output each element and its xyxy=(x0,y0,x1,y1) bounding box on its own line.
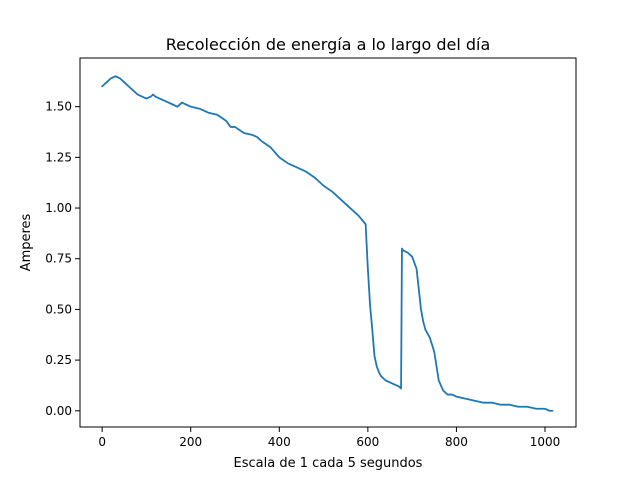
y-tick-label: 0.25 xyxy=(45,353,72,367)
axes-frame xyxy=(79,57,577,428)
x-tick-label: 800 xyxy=(445,435,468,449)
x-tick-label: 0 xyxy=(98,435,106,449)
y-tick-label: 0.50 xyxy=(45,302,72,316)
y-axis: 0.00 0.25 0.50 0.75 1.00 1.25 1.50 xyxy=(45,100,80,418)
y-tick-label: 0.75 xyxy=(45,252,72,266)
y-tick-label: 0.00 xyxy=(45,404,72,418)
plot-area xyxy=(101,75,554,412)
x-axis: 0 200 400 600 800 1000 xyxy=(98,427,560,449)
x-tick-label: 600 xyxy=(356,435,379,449)
x-tick-label: 1000 xyxy=(530,435,561,449)
x-tick-label: 200 xyxy=(179,435,202,449)
x-axis-label: Escala de 1 cada 5 segundos xyxy=(234,456,423,471)
y-axis-label: Amperes xyxy=(19,213,34,271)
x-tick-label: 400 xyxy=(268,435,291,449)
y-tick-label: 1.00 xyxy=(45,201,72,215)
y-tick-label: 1.25 xyxy=(45,150,72,164)
y-tick-label: 1.50 xyxy=(45,100,72,114)
chart-title: Recolección de energía a lo largo del dí… xyxy=(166,35,491,54)
series-line-1 xyxy=(101,75,554,412)
